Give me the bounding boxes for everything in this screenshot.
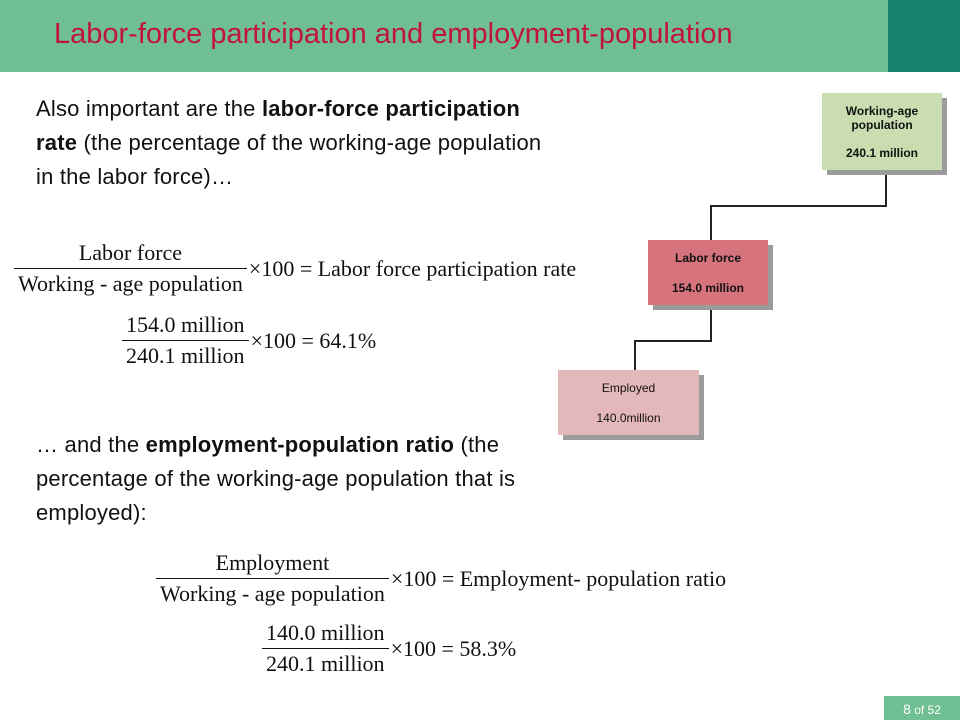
box-value: 140.0million [596, 410, 661, 425]
connector-line [885, 172, 887, 206]
working-age-population-box: Working-age population 240.1 million [822, 93, 947, 175]
term-employment-population-ratio: employment-population ratio [145, 432, 455, 457]
page-number: 8 [903, 701, 911, 717]
formula-result: ×100 = Labor force participation rate [248, 255, 577, 281]
fraction: Employment Working - age population [156, 550, 389, 607]
employment-ratio-calculation: 140.0 million 240.1 million ×100 = 58.3% [262, 620, 516, 677]
slide-number: 8 of 52 [884, 696, 960, 720]
denominator: 240.1 million [262, 648, 389, 677]
fraction: 154.0 million 240.1 million [122, 312, 249, 369]
box-label: Working-age [845, 103, 919, 118]
labor-force-box: Labor force 154.0 million [648, 240, 773, 310]
numerator: Employment [215, 550, 330, 575]
paragraph-text: … and the [36, 432, 146, 457]
connector-line [710, 205, 887, 207]
page-total: of 52 [914, 703, 941, 717]
connector-line [710, 205, 712, 243]
participation-rate-paragraph: Also important are the labor-force parti… [36, 92, 556, 194]
box-label: Labor force [674, 250, 741, 265]
denominator: Working - age population [156, 578, 389, 607]
box-face: Working-age population 240.1 million [822, 93, 942, 170]
connector-line [634, 340, 712, 342]
fraction: Labor force Working - age population [14, 240, 247, 297]
connector-line [634, 340, 636, 372]
paragraph-text: (the percentage of the working-age popul… [36, 130, 542, 189]
box-label: Employed [601, 380, 656, 395]
title-bar [0, 0, 888, 72]
formula-result: ×100 = Employment- population ratio [390, 565, 727, 591]
participation-rate-formula: Labor force Working - age population ×10… [14, 240, 576, 297]
denominator: Working - age population [14, 268, 247, 297]
denominator: 240.1 million [122, 340, 249, 369]
paragraph-text: (the percentage of the working-age popul… [36, 432, 516, 525]
connector-line [710, 305, 712, 341]
term-labor-force-participation-rate: labor-force participation rate [36, 96, 520, 155]
box-label: population [851, 117, 913, 132]
box-value: 154.0 million [671, 280, 745, 295]
numerator: 154.0 million [126, 312, 245, 337]
formula-result: ×100 = 58.3% [390, 635, 517, 661]
fraction: 140.0 million 240.1 million [262, 620, 389, 677]
employment-ratio-paragraph: … and the employment-population ratio (t… [36, 428, 516, 530]
title-bar-accent [888, 0, 960, 72]
numerator: Labor force [78, 240, 183, 265]
slide-title: Labor-force participation and employment… [54, 18, 733, 50]
box-face: Employed 140.0million [558, 370, 699, 435]
box-value: 240.1 million [845, 145, 919, 160]
employed-box: Employed 140.0million [558, 370, 704, 440]
numerator: 140.0 million [266, 620, 385, 645]
box-face: Labor force 154.0 million [648, 240, 768, 305]
employment-ratio-formula: Employment Working - age population ×100… [156, 550, 726, 607]
participation-rate-calculation: 154.0 million 240.1 million ×100 = 64.1% [122, 312, 376, 369]
paragraph-text: Also important are the [36, 96, 262, 121]
formula-result: ×100 = 64.1% [250, 327, 377, 353]
